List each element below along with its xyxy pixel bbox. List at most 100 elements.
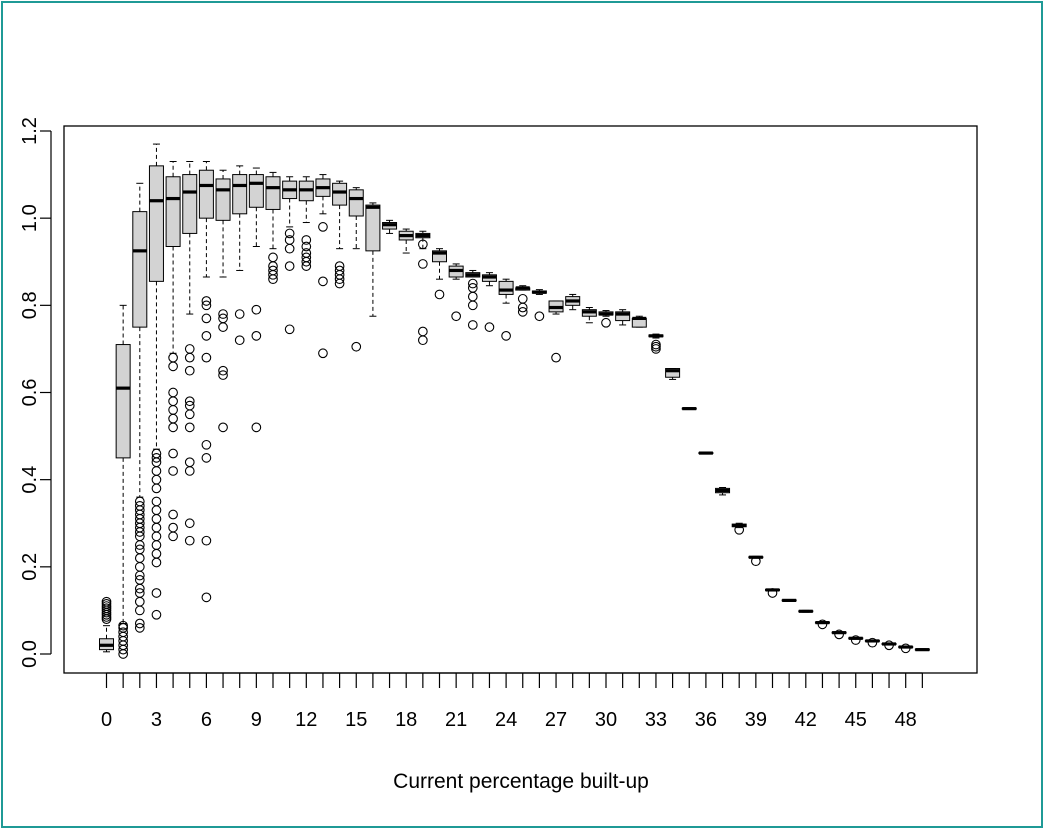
box-20 [432,248,447,300]
y-tick-label: 0.8 [19,291,41,319]
box-0 [99,596,114,653]
y-tick-label: 0.0 [19,640,41,668]
outlier-point [817,619,828,630]
box-47 [881,640,897,651]
outlier-point [168,531,178,542]
outlier-point [218,322,228,332]
box-45 [848,635,864,645]
outlier-point [151,588,162,598]
box-iqr [165,176,181,247]
box-18 [398,228,414,254]
outlier-point [118,620,128,631]
box-19 [415,230,431,346]
x-tick-label: 0 [101,709,112,731]
outlier-point [134,500,145,511]
box-iqr [248,174,264,208]
outlier-point [884,640,894,651]
outlier-point [501,330,511,341]
outlier-point [834,629,844,640]
box-28 [565,293,581,311]
outlier-point [151,609,162,620]
outlier-point [134,553,145,563]
box-30 [598,310,614,328]
box-iqr [498,280,514,295]
outlier-point [118,627,128,638]
box-10 [265,171,281,285]
box-iqr [215,178,231,221]
outlier-point [151,557,162,568]
outlier-point [168,413,178,424]
outlier-point [201,330,212,341]
outlier-point [218,422,228,433]
outlier-point [651,339,661,350]
box-32 [631,315,647,328]
box-iqr [432,250,447,263]
box-8 [232,165,248,346]
outlier-point [334,261,345,271]
x-tick-label: 45 [845,709,867,731]
box-iqr [365,204,381,252]
box-3 [148,143,164,620]
outlier-point [451,311,462,322]
outlier-point [850,635,861,645]
box-42 [798,609,814,613]
outlier-point [134,588,145,598]
outlier-point [134,561,145,572]
outlier-point [268,265,278,276]
outlier-point [184,365,195,376]
box-7 [215,169,231,433]
outlier-point [151,474,162,485]
x-tick-label: 18 [395,709,417,731]
box-22 [465,269,481,330]
outlier-point [134,596,145,607]
outlier-point [284,235,295,245]
box-iqr [265,176,281,210]
x-tick-label: 27 [545,709,567,731]
outlier-point [168,396,178,407]
outlier-point [168,522,178,533]
outlier-point [201,352,212,363]
outlier-point [517,293,528,304]
outlier-point [418,259,428,269]
box-17 [382,219,398,234]
outlier-point [134,496,145,507]
outlier-point [201,535,212,546]
x-tick-label: 9 [251,709,262,731]
x-tick-label: 30 [595,709,617,731]
outlier-point [168,361,178,372]
outlier-point [467,278,478,289]
outlier-point [101,596,112,607]
outlier-point [301,252,312,263]
outlier-point [134,618,145,629]
box-iqr [665,368,681,378]
outlier-point [251,330,262,341]
outlier-point [184,409,195,420]
outlier-point [418,326,428,337]
outlier-point [151,496,162,507]
box-iqr [615,311,631,322]
outlier-point [601,317,611,328]
outlier-point [334,265,345,276]
box-iqr [115,344,131,459]
box-2 [132,182,148,633]
outlier-point [151,448,162,459]
x-tick-label: 33 [645,709,667,731]
x-tick-label: 36 [695,709,717,731]
x-tick-label: 42 [795,709,817,731]
y-tick-label: 0.2 [19,553,41,581]
y-axis: 0.0 0.2 0.4 0.6 0.8 1.0 1.2 [19,117,52,668]
outlier-point [151,453,162,463]
x-axis: 0 3 6 9 12 15 18 21 24 27 30 33 36 39 42 45 48 [101,672,923,731]
box-iqr [332,182,348,206]
outlier-point [151,531,162,542]
outlier-point [351,341,362,352]
outlier-point [201,296,212,306]
outlier-point [184,457,195,468]
outlier-point [284,261,295,271]
outlier-point [134,605,145,616]
x-tick-label: 48 [895,709,917,731]
outlier-point [168,509,178,520]
box-23 [481,272,497,332]
outlier-point [168,387,178,398]
box-31 [615,309,631,326]
